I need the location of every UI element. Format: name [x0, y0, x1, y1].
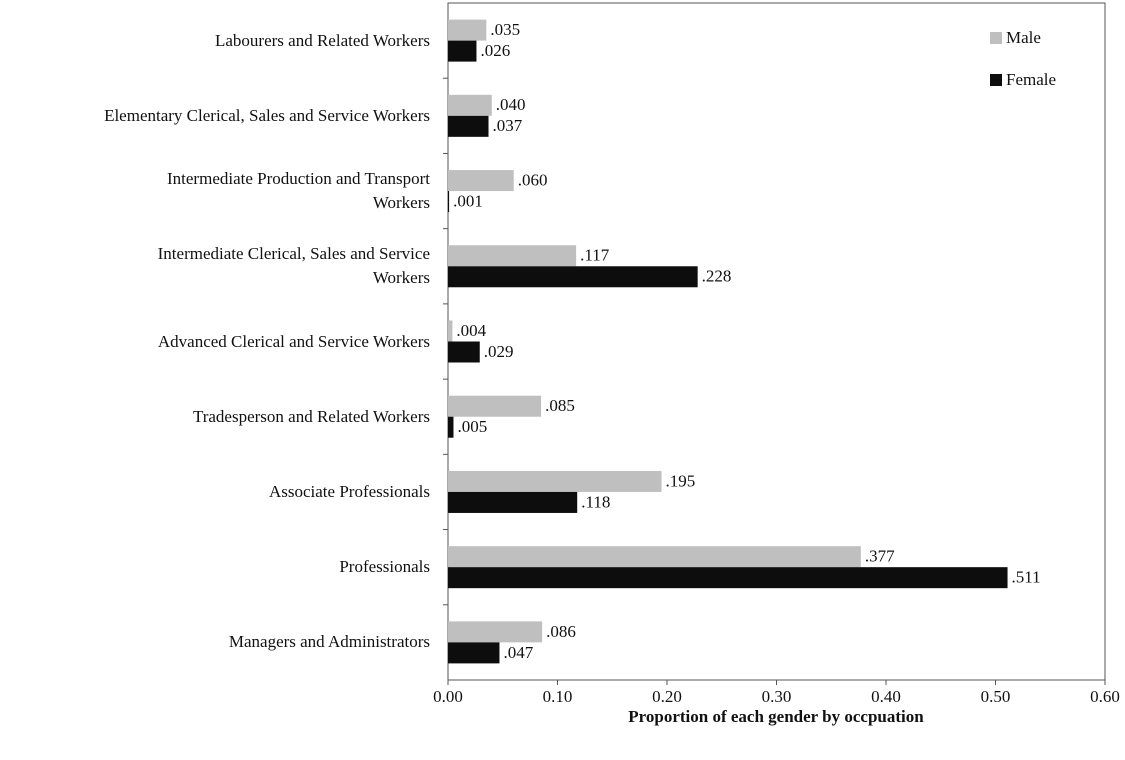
legend-swatch: [990, 74, 1002, 86]
bar: [448, 170, 514, 192]
category-label: Elementary Clerical, Sales and Service W…: [104, 105, 430, 125]
value-label: .035: [490, 20, 520, 39]
value-label: .001: [453, 191, 483, 210]
value-label: .004: [456, 321, 486, 340]
category-label: Labourers and Related Workers: [215, 30, 430, 50]
value-label: .228: [702, 267, 732, 286]
bar: [448, 341, 480, 363]
legend-swatch: [990, 32, 1002, 44]
bar: [448, 266, 698, 288]
value-label: .377: [865, 547, 895, 566]
x-tick-label: 0.20: [652, 687, 682, 706]
category-label: Intermediate Clerical, Sales and Service…: [157, 244, 430, 288]
bar: [448, 621, 543, 643]
bar: [448, 320, 453, 342]
value-label: .047: [503, 643, 533, 662]
value-label: .085: [545, 396, 575, 415]
bar: [448, 94, 492, 116]
value-label: .060: [518, 170, 548, 189]
x-tick-label: 0.10: [543, 687, 573, 706]
legend-label: Female: [1006, 70, 1056, 89]
value-label: .040: [496, 95, 526, 114]
x-tick-label: 0.00: [433, 687, 463, 706]
category-label: Intermediate Production and Transport Wo…: [167, 169, 430, 213]
legend-label: Male: [1006, 28, 1041, 47]
bar: [448, 642, 500, 664]
bar: [448, 245, 577, 267]
value-label: .511: [1012, 568, 1041, 587]
category-label: Advanced Clerical and Service Workers: [157, 331, 430, 351]
bar: [448, 416, 454, 438]
x-axis-title: Proportion of each gender by occpuation: [628, 707, 924, 726]
bar: [448, 191, 450, 213]
value-label: .117: [580, 246, 610, 265]
x-tick-label: 0.50: [981, 687, 1011, 706]
category-label: Associate Professionals: [268, 481, 430, 501]
bar: [448, 19, 487, 41]
x-tick-label: 0.60: [1090, 687, 1120, 706]
bar: [448, 395, 542, 417]
value-label: .026: [480, 41, 510, 60]
bar: [448, 567, 1008, 589]
bar: [448, 470, 662, 492]
category-label: Professionals: [339, 557, 430, 577]
bar: [448, 40, 477, 62]
value-label: .005: [457, 417, 487, 436]
bar: [448, 491, 578, 513]
value-label: .029: [484, 342, 514, 361]
x-tick-label: 0.40: [871, 687, 901, 706]
value-label: .118: [581, 492, 610, 511]
value-label: .195: [666, 471, 696, 490]
bar: [448, 546, 861, 568]
bar: [448, 115, 489, 137]
value-label: .086: [546, 622, 576, 641]
x-tick-label: 0.30: [762, 687, 792, 706]
category-label: Managers and Administrators: [228, 632, 430, 652]
category-label: Tradesperson and Related Workers: [192, 406, 430, 426]
value-label: .037: [493, 116, 523, 135]
